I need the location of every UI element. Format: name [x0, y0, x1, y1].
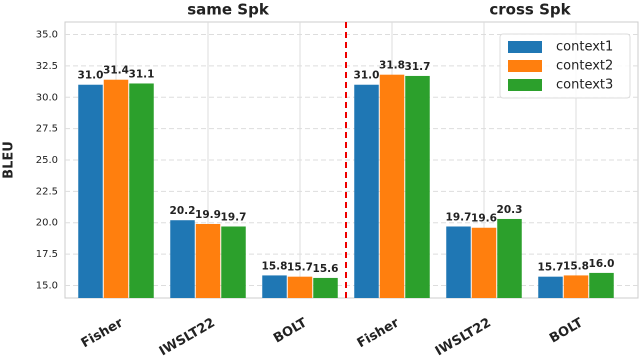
- value-label: 15.7: [538, 262, 564, 274]
- group-title: same Spk: [187, 1, 270, 19]
- y-tick-label: 17.5: [36, 249, 58, 260]
- group-title: cross Spk: [489, 1, 571, 19]
- value-label: 19.7: [446, 211, 472, 223]
- value-label: 31.0: [78, 70, 104, 82]
- value-label: 31.4: [103, 65, 129, 77]
- value-label: 31.7: [405, 61, 431, 73]
- bar: [538, 276, 563, 298]
- legend-label: context3: [556, 78, 613, 93]
- bar: [354, 84, 379, 299]
- x-tick-label: BOLT: [547, 315, 586, 346]
- value-label: 15.7: [287, 262, 313, 274]
- bar: [446, 226, 471, 298]
- value-label: 19.6: [471, 213, 497, 225]
- value-label: 19.9: [195, 209, 221, 221]
- bar: [287, 276, 313, 298]
- bar: [471, 227, 497, 298]
- y-tick-label: 32.5: [36, 61, 58, 72]
- y-tick-label: 30.0: [36, 92, 58, 103]
- y-tick-label: 27.5: [36, 124, 58, 135]
- x-tick-label: IWSLT22: [433, 316, 494, 356]
- x-tick-label: Fisher: [355, 315, 402, 351]
- legend-swatch: [508, 41, 542, 53]
- value-label: 31.1: [129, 68, 155, 80]
- bar: [313, 277, 338, 298]
- bar: [589, 272, 614, 298]
- y-tick-label: 25.0: [36, 155, 58, 166]
- bar: [170, 220, 195, 298]
- y-tick-label: 20.0: [36, 218, 58, 229]
- x-tick-label: Fisher: [79, 315, 126, 351]
- legend-label: context1: [556, 40, 613, 55]
- y-tick-label: 22.5: [36, 186, 58, 197]
- value-label: 31.0: [354, 70, 380, 82]
- x-tick-label: IWSLT22: [157, 316, 218, 356]
- bar: [405, 75, 430, 298]
- y-axis-label: BLEU: [2, 141, 17, 179]
- y-tick-label: 35.0: [36, 30, 58, 41]
- legend-swatch: [508, 79, 542, 91]
- bar: [563, 275, 589, 298]
- x-tick-label: BOLT: [271, 315, 310, 346]
- bar: [195, 223, 221, 298]
- value-label: 15.6: [313, 263, 339, 275]
- y-tick-label: 15.0: [36, 280, 58, 291]
- value-label: 15.8: [262, 260, 288, 272]
- bar: [262, 275, 287, 298]
- bar: [103, 79, 129, 298]
- value-label: 19.7: [221, 211, 247, 223]
- value-label: 31.8: [379, 60, 405, 72]
- bar: [497, 218, 522, 298]
- value-label: 20.2: [170, 205, 196, 217]
- value-label: 20.3: [497, 204, 523, 216]
- bar: [78, 84, 103, 299]
- legend-label: context2: [556, 59, 613, 74]
- bar: [221, 226, 246, 298]
- bar: [379, 74, 405, 298]
- value-label: 15.8: [563, 260, 589, 272]
- bar: [129, 83, 154, 299]
- legend-swatch: [508, 60, 542, 72]
- value-label: 16.0: [589, 258, 615, 270]
